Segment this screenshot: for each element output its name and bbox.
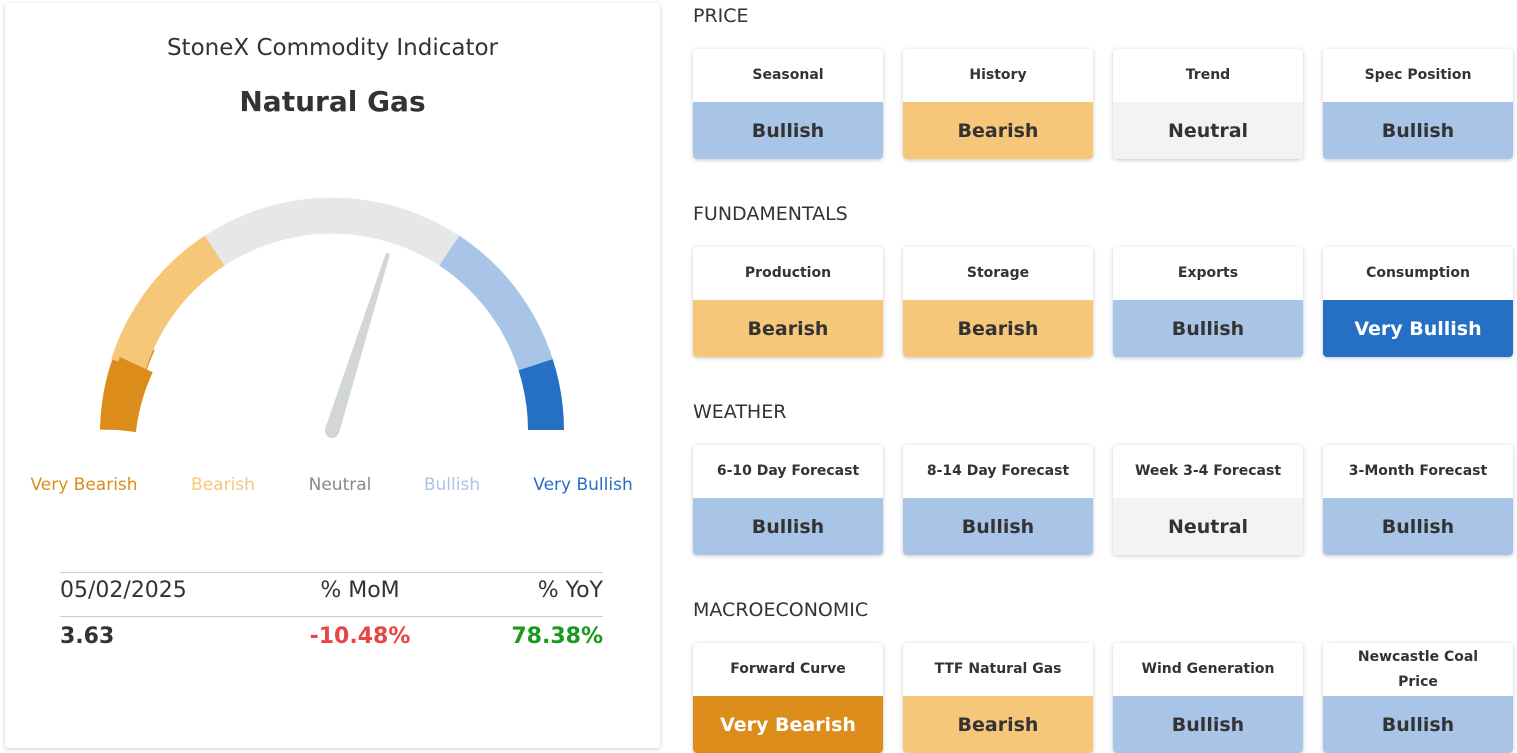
card-label: Wind Generation [1141,661,1275,677]
card-signal: Bullish [1113,300,1303,357]
card-signal: Bullish [693,498,883,555]
card-signal: Bullish [903,498,1093,555]
gauge [100,197,564,438]
card-label: Consumption [1366,265,1470,281]
card-label: Storage [966,265,1030,281]
signal-card: Trend Neutral [1113,49,1303,159]
card-label: Production [744,265,832,281]
gauge-segment [518,359,564,431]
indicator-title: StoneX Commodity Indicator [166,35,499,61]
card-signal: Bullish [1323,498,1513,555]
signal-card: TTF Natural Gas Bearish [903,643,1093,753]
table-header: 05/02/2025 [60,578,187,603]
card-signal: Bullish [1323,102,1513,159]
section-title: WEATHER [693,401,787,423]
signal-card: Week 3-4 Forecast Neutral [1113,445,1303,555]
card-signal: Bearish [903,300,1093,357]
commodity-name: Natural Gas [239,85,426,118]
table-header: % MoM [320,578,400,603]
card-signal: Very Bearish [693,696,883,753]
gauge-label: Bullish [423,475,481,495]
signal-card: Consumption Very Bullish [1323,247,1513,357]
card-signal: Bullish [1323,696,1513,753]
gauge-needle [325,253,390,433]
gauge-label: Bearish [191,475,255,495]
card-label: 8-14 Day Forecast [926,463,1070,479]
card-signal: Bearish [903,102,1093,159]
gauge-segment [439,235,553,371]
table-value: 78.38% [511,624,603,649]
table-value: 3.63 [60,624,115,649]
card-label: History [969,67,1027,83]
card-label: Exports [1177,265,1239,281]
signal-card: Storage Bearish [903,247,1093,357]
table-rule [60,572,603,573]
signal-card: Newcastle Coal Price Bullish [1323,643,1513,753]
card-label: 6-10 Day Forecast [716,463,860,479]
signal-card: Seasonal Bullish [693,49,883,159]
signal-card: Forward Curve Very Bearish [693,643,883,753]
card-label: 3-Month Forecast [1348,463,1488,479]
card-signal: Neutral [1113,102,1303,159]
table-value: -10.48% [309,624,411,649]
card-signal: Neutral [1113,498,1303,555]
signal-card: Wind Generation Bullish [1113,643,1303,753]
card-label: Newcastle Coal Price [1357,648,1479,690]
gauge-segment [204,197,460,266]
table-rule [60,616,603,617]
table-header: % YoY [537,578,603,603]
signal-card: History Bearish [903,49,1093,159]
needle-hub [325,424,339,438]
section-title: MACROECONOMIC [693,599,869,621]
gauge-segment [100,357,153,433]
section-title: FUNDAMENTALS [693,203,848,225]
signal-card: Production Bearish [693,247,883,357]
gauge-segment [111,235,225,371]
card-label: Week 3-4 Forecast [1134,463,1282,479]
indicator-panel: StoneX Commodity Indicator Natural Gas V… [5,3,660,748]
signal-card: Exports Bullish [1113,247,1303,357]
signal-card: 8-14 Day Forecast Bullish [903,445,1093,555]
gauge-label: Very Bullish [533,475,633,495]
gauge-label: Neutral [308,475,372,495]
card-label: Trend [1185,67,1231,83]
section-title: PRICE [693,5,749,27]
card-signal: Bullish [1113,696,1303,753]
signal-card: 3-Month Forecast Bullish [1323,445,1513,555]
card-label: Forward Curve [730,661,846,677]
gauge-label: Very Bearish [30,475,138,495]
signal-card: 6-10 Day Forecast Bullish [693,445,883,555]
card-signal: Bearish [903,696,1093,753]
card-signal: Bullish [693,102,883,159]
card-label: Seasonal [752,67,824,83]
card-signal: Bearish [693,300,883,357]
card-label: Spec Position [1364,67,1472,83]
card-label: TTF Natural Gas [934,661,1062,677]
card-signal: Very Bullish [1323,300,1513,357]
signal-card: Spec Position Bullish [1323,49,1513,159]
